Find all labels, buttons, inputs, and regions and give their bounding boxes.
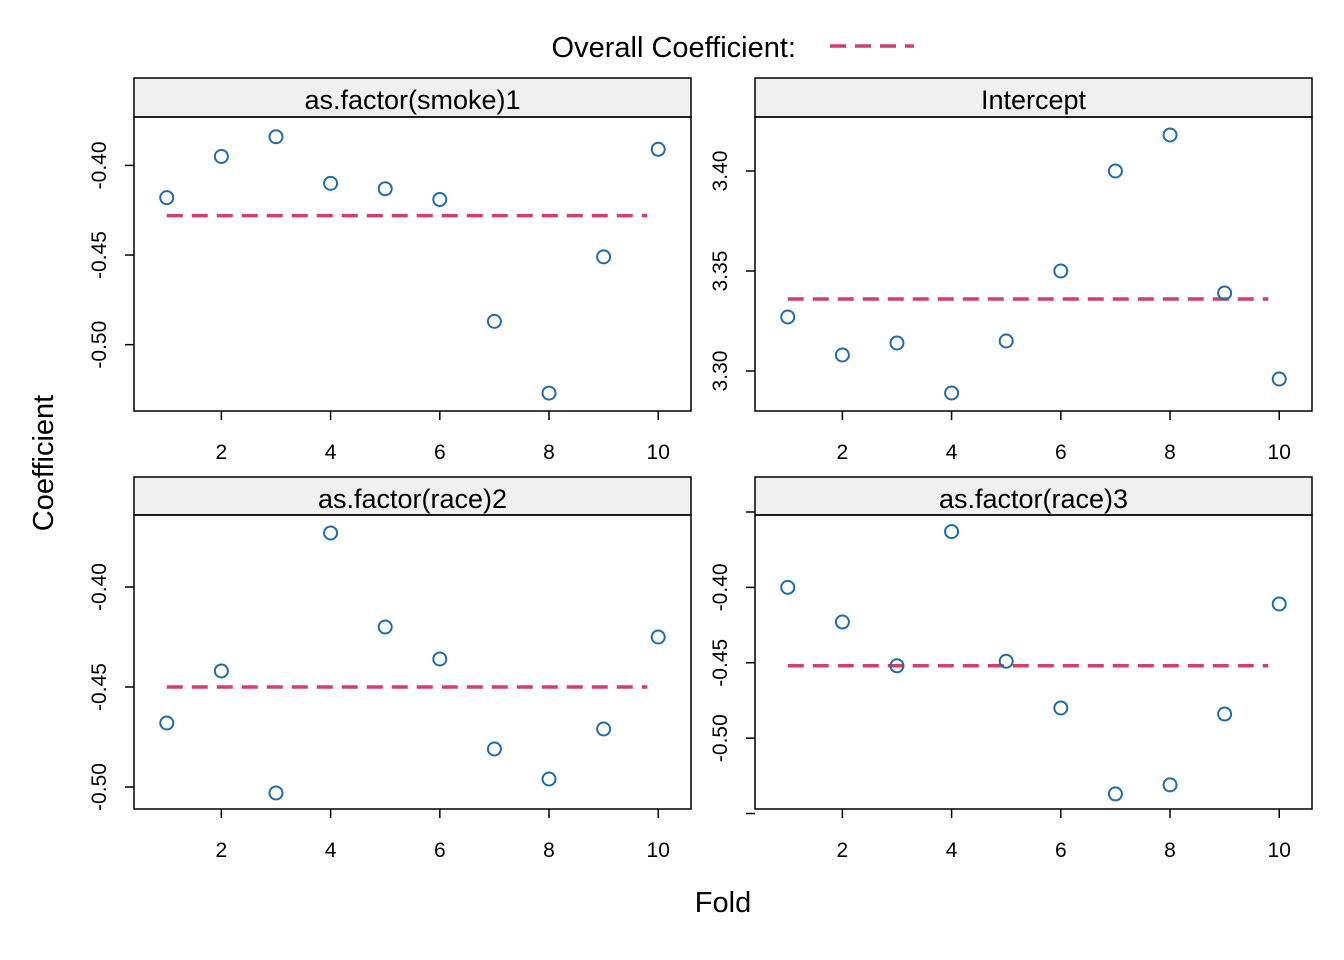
x-tick-label: 4 bbox=[946, 441, 958, 464]
y-tick-label: -0.45 bbox=[88, 231, 111, 279]
x-tick-label: 2 bbox=[216, 441, 228, 464]
panel-2: Intercept 2 4 6 8 10 3.30 3.35 3.40 bbox=[709, 77, 1313, 464]
data-point bbox=[486, 741, 502, 757]
x-tick-label: 8 bbox=[1164, 441, 1176, 464]
x-tick-label: 10 bbox=[647, 441, 670, 464]
data-point bbox=[596, 249, 612, 265]
data-point bbox=[1217, 706, 1233, 722]
x-tick-label: 2 bbox=[216, 839, 228, 862]
x-tick-label: 4 bbox=[946, 839, 958, 862]
panel-strip bbox=[754, 77, 1313, 118]
data-point bbox=[213, 663, 229, 679]
data-point bbox=[889, 658, 905, 674]
data-point bbox=[213, 148, 229, 164]
panel-4: as.factor(race)3 2 4 6 8 10 -0.50 -0.45 -0.40 bbox=[709, 476, 1313, 862]
data-point bbox=[1053, 700, 1069, 716]
x-tick-label: 4 bbox=[325, 441, 337, 464]
panel-3: as.factor(race)2 2 4 6 8 10 -0.50 -0.45 -0.40 bbox=[88, 476, 692, 862]
data-point bbox=[432, 651, 448, 667]
panel-frame bbox=[754, 514, 1313, 810]
data-point bbox=[541, 771, 557, 787]
x-tick-label: 6 bbox=[434, 441, 446, 464]
x-tick-label: 6 bbox=[1055, 839, 1067, 862]
panel-1: as.factor(smoke)1 2 4 6 8 10 -0.50 -0.45 -0.40 bbox=[88, 77, 692, 464]
data-point bbox=[998, 653, 1014, 669]
panel-title: Intercept bbox=[981, 85, 1087, 115]
y-tick-label: 3.35 bbox=[709, 251, 732, 292]
data-point bbox=[1217, 285, 1233, 301]
data-point bbox=[377, 619, 393, 635]
data-point bbox=[1107, 786, 1123, 802]
x-tick-label: 6 bbox=[434, 839, 446, 862]
y-tick-label: -0.50 bbox=[709, 714, 732, 762]
panel-title: as.factor(race)3 bbox=[939, 484, 1128, 514]
data-point bbox=[377, 181, 393, 197]
y-tick-label: 3.30 bbox=[709, 351, 732, 392]
panel-frame bbox=[754, 116, 1313, 412]
data-point bbox=[1107, 163, 1123, 179]
data-point bbox=[159, 190, 175, 206]
legend-label: Overall Coefficient: bbox=[552, 32, 796, 64]
x-tick-label: 8 bbox=[543, 839, 555, 862]
data-point bbox=[944, 385, 960, 401]
x-tick-label: 4 bbox=[325, 839, 337, 862]
y-tick-label: -0.40 bbox=[88, 141, 111, 189]
x-tick-label: 8 bbox=[543, 441, 555, 464]
x-tick-label: 8 bbox=[1164, 839, 1176, 862]
x-tick-label: 10 bbox=[647, 839, 670, 862]
data-point bbox=[1162, 127, 1178, 143]
data-point bbox=[432, 191, 448, 207]
data-point bbox=[596, 721, 612, 737]
x-tick-label: 2 bbox=[837, 441, 849, 464]
panel-frame bbox=[133, 514, 692, 810]
y-tick-label: -0.50 bbox=[88, 763, 111, 811]
data-point bbox=[486, 313, 502, 329]
data-point bbox=[998, 333, 1014, 349]
panel-strip bbox=[754, 476, 1313, 516]
y-tick-label: -0.40 bbox=[709, 563, 732, 611]
data-point bbox=[268, 129, 284, 145]
data-point bbox=[1271, 371, 1287, 387]
panel-title: as.factor(race)2 bbox=[318, 484, 507, 514]
y-tick-label: -0.45 bbox=[88, 663, 111, 711]
data-point bbox=[650, 141, 666, 157]
x-tick-label: 10 bbox=[1268, 839, 1291, 862]
y-tick-label: -0.45 bbox=[709, 639, 732, 687]
data-point bbox=[780, 309, 796, 325]
data-point bbox=[944, 524, 960, 540]
panel-strip bbox=[133, 476, 692, 516]
data-point bbox=[323, 525, 339, 541]
data-point bbox=[268, 785, 284, 801]
data-point bbox=[1053, 263, 1069, 279]
y-tick-label: 3.40 bbox=[709, 151, 732, 192]
data-point bbox=[541, 385, 557, 401]
y-tick-label: -0.40 bbox=[88, 563, 111, 611]
x-tick-label: 10 bbox=[1268, 441, 1291, 464]
data-point bbox=[889, 335, 905, 351]
data-point bbox=[834, 347, 850, 363]
data-point bbox=[834, 614, 850, 630]
panel-title: as.factor(smoke)1 bbox=[304, 85, 520, 115]
x-tick-label: 6 bbox=[1055, 441, 1067, 464]
panel-frame bbox=[133, 116, 692, 412]
y-axis-title: Coefficient bbox=[28, 395, 60, 532]
data-point bbox=[159, 715, 175, 731]
panels: as.factor(smoke)1 2 4 6 8 10 -0.50 -0.45 -0.40 In… bbox=[88, 77, 1313, 862]
data-point bbox=[323, 175, 339, 191]
y-tick-label: -0.50 bbox=[88, 321, 111, 369]
data-point bbox=[780, 579, 796, 595]
data-point bbox=[650, 629, 666, 645]
x-tick-label: 2 bbox=[837, 839, 849, 862]
data-point bbox=[1271, 596, 1287, 612]
x-axis-title: Fold bbox=[695, 887, 751, 919]
data-point bbox=[1162, 777, 1178, 793]
